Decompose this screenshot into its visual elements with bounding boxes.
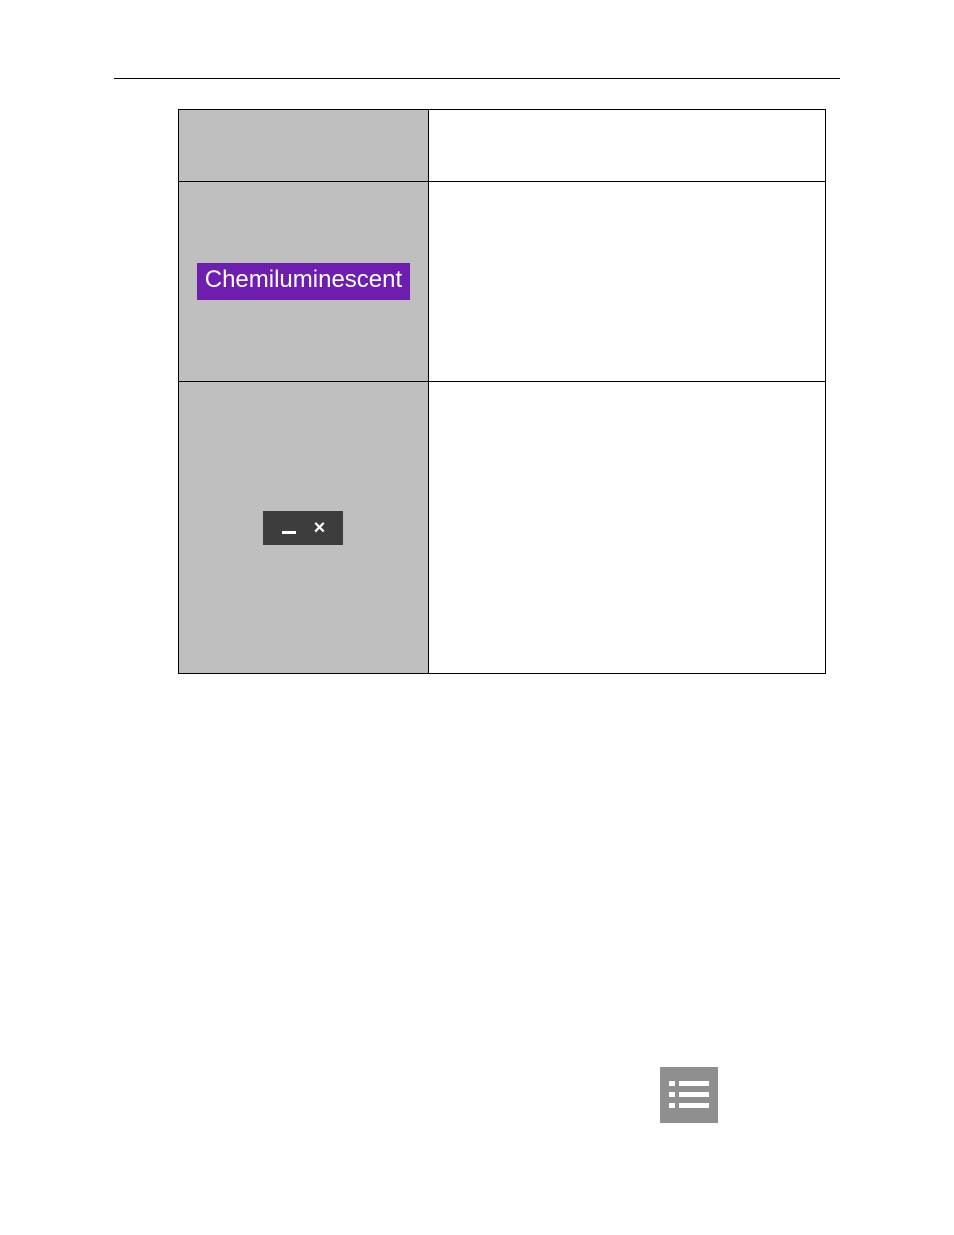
window-controls: × xyxy=(263,511,343,545)
horizontal-rule xyxy=(114,78,840,79)
table-cell-right xyxy=(428,182,825,382)
minimize-icon[interactable] xyxy=(282,531,296,534)
content-table: Chemiluminescent × xyxy=(178,109,826,674)
table-cell-left: × xyxy=(179,382,429,674)
table-row: × xyxy=(179,382,826,674)
close-icon[interactable]: × xyxy=(314,518,326,538)
chemiluminescent-badge: Chemiluminescent xyxy=(197,263,410,299)
table-cell-left: Chemiluminescent xyxy=(179,182,429,382)
list-icon[interactable] xyxy=(660,1067,718,1123)
table-cell-left xyxy=(179,110,429,182)
table-cell-right xyxy=(428,382,825,674)
table-cell-right xyxy=(428,110,825,182)
table-row xyxy=(179,110,826,182)
table-row: Chemiluminescent xyxy=(179,182,826,382)
list-icon-svg xyxy=(669,1079,709,1111)
